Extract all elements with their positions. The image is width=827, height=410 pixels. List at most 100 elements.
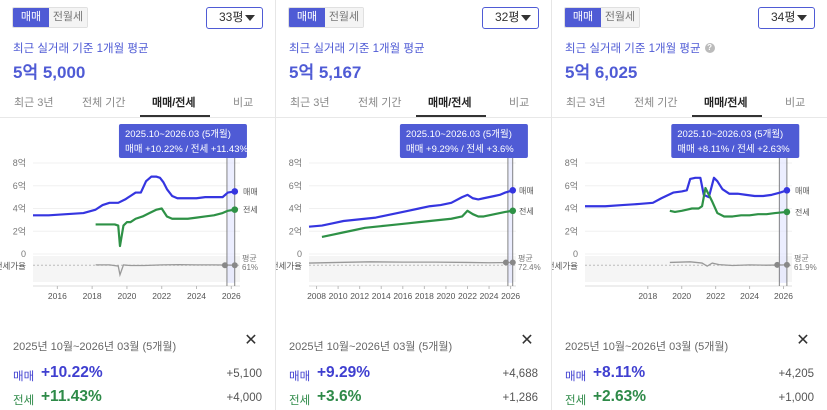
y-tick-label: 6억 [565, 180, 578, 191]
y-tick-label: 2억 [565, 225, 578, 236]
rent-series-label: 전세 [795, 207, 810, 217]
sale-percent: +9.29% [317, 364, 371, 381]
summary-period: 2025년 10월~2026년 03월 (5개월) [13, 341, 177, 353]
tooltip-period: 2025.10~2026.03 (5개월) [125, 128, 231, 140]
y-tick-label: 2억 [289, 225, 302, 236]
chevron-down-icon [521, 15, 531, 21]
sale-amount: +5,100 [226, 368, 263, 380]
ratio-line [95, 263, 235, 278]
rent-change-row: 전세 +11.43% +4,000 [13, 388, 262, 408]
y-tick-label: 0 [573, 249, 578, 259]
price-subtitle: 최근 실거래 기준 1개월 평균 [289, 40, 425, 56]
x-tick-label: 2022 [458, 291, 477, 301]
sale-tab[interactable]: 매매 [565, 8, 601, 27]
x-tick-label: 2010 [329, 291, 348, 301]
tab-recent-3y[interactable]: 최근 3년 [566, 97, 606, 109]
rent-end-point [231, 206, 239, 213]
rent-tab[interactable]: 전월세 [601, 8, 639, 27]
sale-series-line [585, 176, 788, 208]
y-tick-label: 4억 [565, 203, 578, 214]
sale-series-label: 매매 [519, 186, 534, 195]
close-icon[interactable]: ✕ [520, 332, 534, 349]
rent-label: 전세 [13, 395, 35, 407]
tab-compare[interactable]: 비교 [509, 97, 530, 109]
x-tick-label: 2026 [222, 291, 241, 301]
ratio-end-point [509, 259, 516, 266]
tab-compare[interactable]: 비교 [785, 97, 806, 109]
rent-tab[interactable]: 전월세 [325, 8, 363, 27]
rent-label: 전세 [289, 395, 311, 407]
y-tick-label: 0 [21, 249, 26, 259]
highlight-region [779, 158, 787, 283]
chart-tabs: 최근 3년 전체 기간 매매/전세 비교 [0, 88, 275, 118]
y-tick-label: 6억 [289, 180, 302, 191]
ratio-line [308, 261, 513, 264]
tab-full-period[interactable]: 전체 기간 [358, 97, 402, 109]
x-tick-label: 2024 [480, 291, 499, 301]
rent-series-line [321, 209, 513, 239]
comparison-panel-1: 매매 전월세 33평 최근 실거래 기준 1개월 평균 5억 5,000 최근 … [0, 0, 275, 410]
ratio-average-value: 61.9% [794, 263, 817, 272]
sale-amount: +4,688 [502, 368, 539, 380]
sale-change-row: 매매 +10.22% +5,100 [13, 364, 262, 384]
tooltip-period: 2025.10~2026.03 (5개월) [677, 128, 783, 140]
price-chart[interactable]: 8억 6억 4억 2억 0 전세가율 2018 2020 2022 2024 2026 평균61.9%… [552, 118, 827, 313]
rent-label: 전세 [565, 395, 587, 407]
rent-change-row: 전세 +2.63% +1,000 [565, 388, 814, 408]
tab-sale-rent[interactable]: 매매/전세 [152, 97, 196, 109]
x-tick-label: 2018 [83, 291, 102, 301]
ratio-start-point [502, 259, 509, 266]
tab-sale-rent[interactable]: 매매/전세 [428, 97, 472, 109]
size-dropdown[interactable]: 33평 [206, 7, 263, 29]
rent-end-point [783, 208, 791, 216]
size-dropdown[interactable]: 32평 [482, 7, 539, 29]
sale-percent: +8.11% [593, 364, 646, 381]
tab-recent-3y[interactable]: 최근 3년 [290, 97, 330, 109]
tab-full-period[interactable]: 전체 기간 [82, 97, 126, 109]
deal-type-toggle: 매매 전월세 [564, 7, 640, 28]
sale-label: 매매 [289, 371, 311, 383]
sale-tab[interactable]: 매매 [13, 8, 49, 27]
comparison-panel-3: 매매 전월세 34평 최근 실거래 기준 1개월 평균? 5억 6,025 최근… [552, 0, 827, 410]
tab-recent-3y[interactable]: 최근 3년 [14, 97, 54, 109]
sale-tab[interactable]: 매매 [289, 8, 325, 27]
rent-series-label: 전세 [519, 206, 534, 216]
x-tick-label: 2020 [117, 291, 136, 301]
ratio-start-point [221, 262, 228, 269]
subtitle-text: 최근 실거래 기준 1개월 평균 [289, 43, 425, 55]
size-dropdown[interactable]: 34평 [758, 7, 815, 29]
help-circle-icon[interactable]: ? [704, 43, 715, 53]
price-chart[interactable]: 8억6억4억2억0전세가율200820102012201420162018202… [276, 118, 551, 313]
ratio-line [669, 261, 787, 267]
close-icon[interactable]: ✕ [796, 332, 810, 349]
sale-end-point [783, 187, 791, 194]
tooltip-change: 매매 +8.11% / 전세 +2.63% [677, 144, 790, 155]
summary-period: 2025년 10월~2026년 03월 (5개월) [289, 341, 453, 353]
ratio-band [309, 256, 516, 282]
highlight-region [226, 158, 235, 283]
price-chart[interactable]: 8억 6억 4억 2억 0 전세가율 2016 2018 2020 2022 2024 2026 평균6… [0, 118, 275, 313]
panel-divider [551, 0, 552, 410]
size-value: 33평 [219, 10, 244, 24]
rent-end-point [509, 207, 517, 215]
x-tick-label: 2022 [706, 291, 725, 301]
rent-percent: +11.43% [41, 388, 102, 405]
x-tick-label: 2024 [187, 291, 206, 301]
tab-sale-rent[interactable]: 매매/전세 [704, 97, 748, 109]
rent-tab[interactable]: 전월세 [49, 8, 87, 27]
tooltip-box [671, 124, 800, 158]
price-subtitle: 최근 실거래 기준 1개월 평균? [565, 40, 715, 56]
ratio-average-value: 61% [242, 263, 258, 272]
ratio-label: 전세가율 [276, 261, 302, 271]
sale-amount: +4,205 [778, 368, 815, 380]
x-tick-label: 2008 [307, 291, 326, 301]
size-value: 34평 [771, 10, 796, 24]
rent-amount: +1,286 [502, 392, 539, 404]
sale-series-label: 매매 [795, 186, 810, 195]
ratio-end-point [783, 261, 790, 268]
highlight-region [507, 158, 513, 283]
sale-series-label: 매매 [243, 187, 258, 196]
tab-compare[interactable]: 비교 [233, 97, 254, 109]
tab-full-period[interactable]: 전체 기간 [634, 97, 678, 109]
close-icon[interactable]: ✕ [244, 332, 258, 349]
